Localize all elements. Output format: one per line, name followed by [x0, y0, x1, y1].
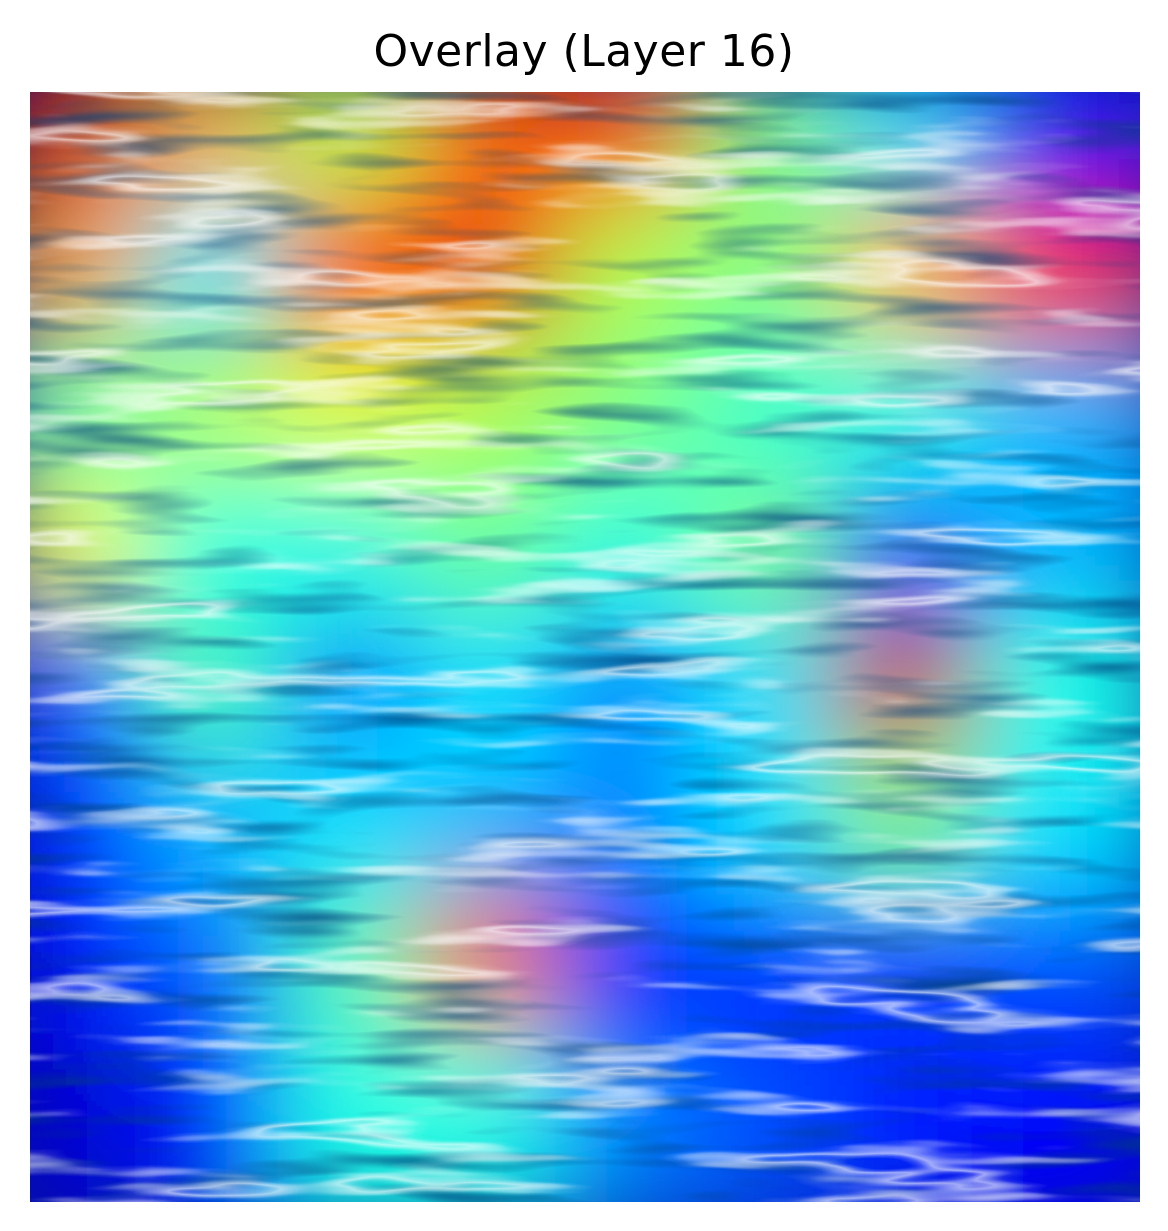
figure-title: Overlay (Layer 16): [373, 26, 795, 77]
heatmap-overlay-image: [30, 92, 1140, 1202]
water-wave-texture: [30, 92, 1140, 1202]
overlay-canvas: [30, 92, 1140, 1202]
